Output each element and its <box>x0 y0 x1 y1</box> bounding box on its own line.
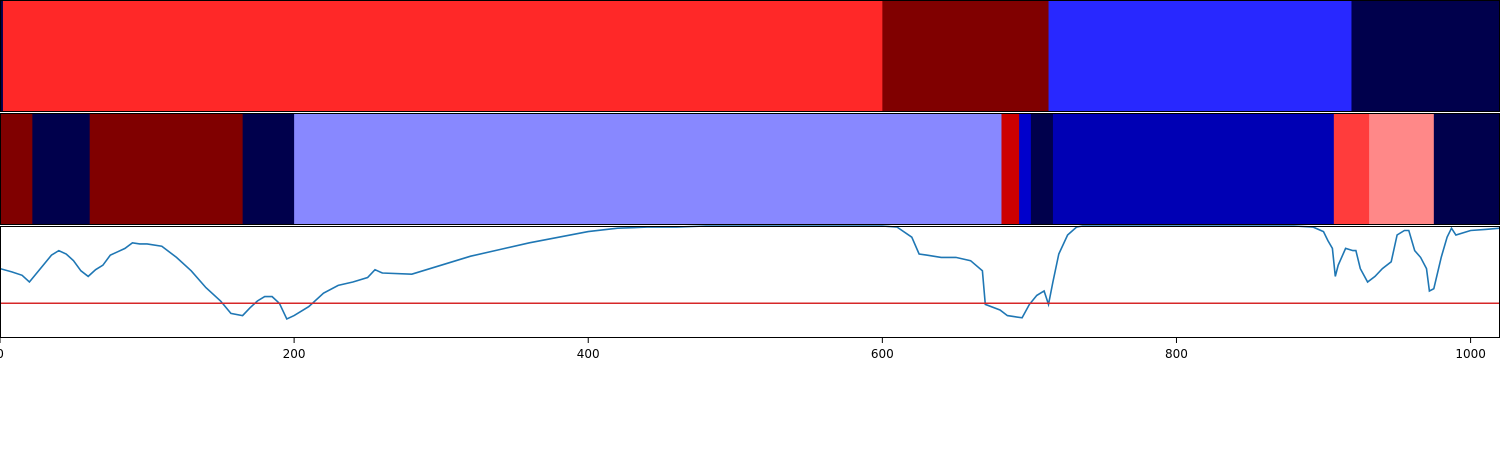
panel2-segment-5 <box>1001 113 1020 225</box>
x-tick-label-5: 1000 <box>1455 347 1486 361</box>
panel1-segment-2 <box>882 0 1050 112</box>
x-tick-label-1: 200 <box>283 347 306 361</box>
panel2-segment-4 <box>294 113 1002 225</box>
panel2-segment-9 <box>1333 113 1370 225</box>
panel2-segment-7 <box>1030 113 1054 225</box>
segmentation-panel-1 <box>0 0 1500 112</box>
x-tick-label-4: 800 <box>1165 347 1188 361</box>
x-tick-label-2: 400 <box>577 347 600 361</box>
panel2-segment-10 <box>1369 113 1435 225</box>
panel2-segment-2 <box>89 113 244 225</box>
panel2-segment-1 <box>32 113 91 225</box>
x-tick-label-0: 0 <box>0 347 4 361</box>
panel1-segment-4 <box>1351 0 1500 112</box>
x-tick-label-3: 600 <box>871 347 894 361</box>
signal-panel <box>0 225 1500 338</box>
panel2-segment-11 <box>1433 113 1500 225</box>
signal-panel-background <box>0 226 1500 338</box>
segmentation-panel-2 <box>0 113 1500 225</box>
panel1-segment-0 <box>0 0 4 112</box>
x-axis: 0 200 400 600 800 1000 <box>0 338 1486 361</box>
panel1-segment-3 <box>1048 0 1352 112</box>
panel2-segment-0 <box>0 113 33 225</box>
panel1-segment-1 <box>2 0 883 112</box>
panel2-segment-3 <box>242 113 295 225</box>
panel2-segment-8 <box>1052 113 1335 225</box>
panel2-segment-6 <box>1019 113 1032 225</box>
